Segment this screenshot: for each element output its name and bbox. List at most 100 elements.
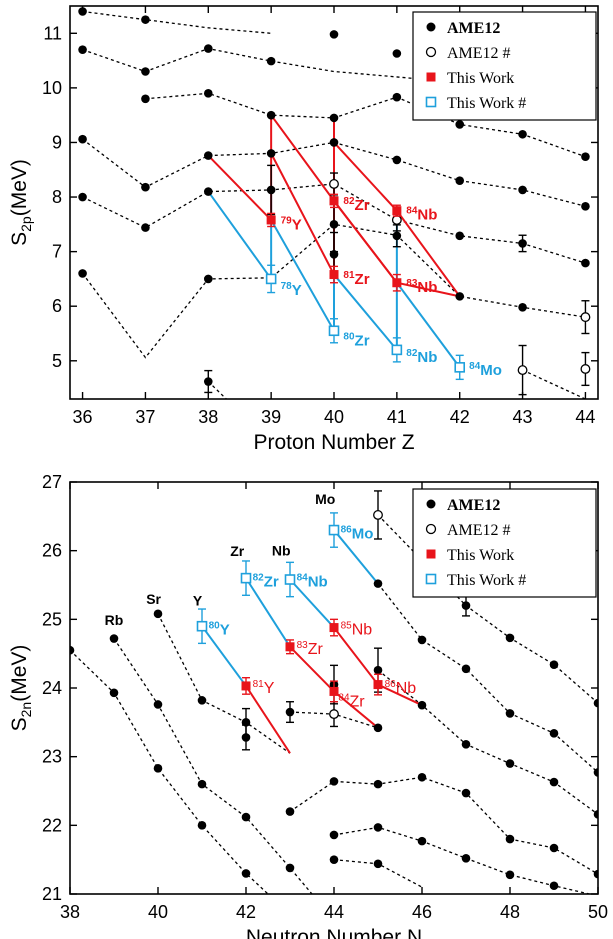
- bottom-legend: AME12 AME12 # This Work This Work #: [412, 488, 597, 598]
- bottom-ame-point-5: [197, 696, 207, 705]
- nuclide-symbol: Zr: [355, 197, 370, 214]
- nuclide-symbol: Zr: [308, 641, 324, 658]
- bottom-ame-point-3: [109, 688, 119, 698]
- nuclide-symbol: Zr: [355, 333, 370, 350]
- top-ame-point-22: [455, 176, 465, 185]
- bottom-ame-point-30: [417, 836, 427, 846]
- top-ame-point-21: [392, 155, 402, 165]
- top-ame-point-5: [266, 56, 276, 66]
- top-ame-point-24: [581, 202, 590, 211]
- nuclide-mass: 83: [406, 278, 418, 289]
- top-ame-point-8: [141, 94, 150, 104]
- top-chain-1: [82, 47, 523, 89]
- top-ame-point-34: [78, 269, 87, 278]
- top-plot-area: [78, 7, 591, 399]
- bottom-ame-point-41: [549, 660, 559, 669]
- nuclide-symbol: Nb: [352, 622, 373, 639]
- bottom-ame-point-43: [549, 777, 559, 787]
- bottom-ame-point-46: [593, 698, 598, 708]
- top-ame-point-16: [78, 134, 87, 144]
- top-ame-point-18: [203, 151, 213, 160]
- top-work-line-1: [270, 117, 335, 276]
- top-ytick-label-1: 6: [52, 296, 62, 316]
- top-work-point-2: [329, 270, 339, 280]
- top-nuclide-label-4: 83Nb: [406, 278, 437, 296]
- bottom-ame-point-10: [241, 869, 251, 878]
- nuclide-mass: 86: [341, 525, 353, 536]
- bottom-element-label-5: Mo: [315, 491, 335, 507]
- bottom-nuclide-label-5: 83Zr: [297, 640, 324, 658]
- bottom-ame-point-35: [461, 853, 471, 863]
- nuclide-symbol: Nb: [417, 207, 437, 224]
- bottom-ame-point-40: [505, 870, 515, 880]
- top-work-hash-line-0: [207, 189, 273, 283]
- bottom-ame-point-48: [593, 810, 598, 819]
- bottom-ame-point-7: [197, 779, 207, 789]
- bottom-ame-point-29: [417, 772, 427, 782]
- bottom-ame-point-27: [417, 635, 427, 645]
- top-work-point-1: [329, 196, 339, 206]
- top-ame-point-37: [455, 292, 465, 301]
- top-xtick-label-6: 42: [450, 407, 470, 427]
- nuclide-mass: 79: [281, 215, 293, 226]
- bottom-nuclide-label-0: 80Y: [209, 621, 230, 639]
- nuclide-mass: 81: [343, 270, 355, 281]
- nuclide-mass: 82: [406, 348, 418, 359]
- top-ame-point-36: [329, 250, 339, 259]
- bottom-ame-point-0: [70, 645, 75, 655]
- nuclide-symbol: Zr: [264, 574, 279, 591]
- top-ame-point-13: [455, 120, 465, 129]
- top-ame-point-6: [329, 30, 339, 39]
- bottom-ame-point-20: [373, 579, 383, 588]
- bottom-element-label-4: Nb: [272, 542, 291, 558]
- bottom-nuclide-label-7: 84Zr: [338, 693, 365, 711]
- nuclide-mass: 84: [406, 206, 418, 217]
- top-work-hash-point-2: [391, 344, 403, 356]
- top-ame-point-39: [203, 377, 213, 386]
- bottom-element-label-3: Zr: [230, 543, 245, 559]
- bottom-chain-1: [113, 638, 313, 894]
- bottom-chain-0: [70, 649, 269, 894]
- bottom-ame-point-24: [373, 823, 383, 832]
- y-axis-unit: (MeV): [8, 159, 31, 216]
- bottom-work-hash-line-3: [333, 529, 379, 585]
- bottom-ame-point-28: [417, 700, 427, 710]
- top-legend-marker-1: [425, 46, 437, 58]
- bottom-legend-marker-3: [425, 573, 437, 585]
- bottom-chain-6: [377, 669, 598, 815]
- top-ame-hash-point-0: [329, 178, 339, 189]
- bottom-chain-4: [377, 514, 598, 704]
- top-ame-hash-point-2: [517, 365, 528, 376]
- nuclide-symbol: Y: [264, 680, 275, 697]
- nuclide-mass: 80: [343, 332, 355, 343]
- top-ame-point-15: [581, 152, 590, 161]
- top-work-point-0: [266, 215, 276, 225]
- top-xtick-label-2: 38: [198, 407, 218, 427]
- top-ame-point-11: [329, 113, 339, 123]
- top-ame-point-27: [203, 187, 213, 196]
- bottom-ame-point-45: [549, 881, 559, 891]
- top-ame-point-35: [203, 274, 213, 284]
- bottom-nuclide-label-3: 86Mo: [341, 525, 374, 543]
- bottom-work-hash-line-0: [201, 625, 247, 687]
- top-legend-label-3: This Work #: [447, 95, 526, 112]
- nuclide-symbol: Y: [220, 622, 230, 639]
- bottom-ytick-label-1: 22: [42, 815, 62, 835]
- bottom-work-line-0: [245, 685, 291, 754]
- top-work-hash-point-3: [454, 362, 466, 373]
- bottom-ytick-label-6: 27: [42, 472, 62, 492]
- bottom-work-hash-point-1: [240, 572, 252, 584]
- y-axis-symbol: S: [8, 717, 31, 731]
- top-ame-hash-point-4: [580, 364, 591, 374]
- nuclide-mass: 82: [343, 196, 355, 207]
- bottom-ame-point-31: [461, 601, 471, 610]
- nuclide-symbol: Mo: [352, 526, 374, 543]
- bottom-legend-label-0: AME12: [447, 497, 500, 514]
- top-x-axis-title: Proton Number Z: [253, 431, 414, 454]
- top-ame-hash-point-3: [580, 312, 591, 323]
- top-chain-7: [522, 369, 586, 399]
- bottom-xtick-label-3: 44: [324, 902, 344, 922]
- bottom-chain-5: [377, 583, 598, 773]
- bottom-ame-point-6: [153, 764, 163, 773]
- bottom-ame-point-39: [505, 834, 515, 844]
